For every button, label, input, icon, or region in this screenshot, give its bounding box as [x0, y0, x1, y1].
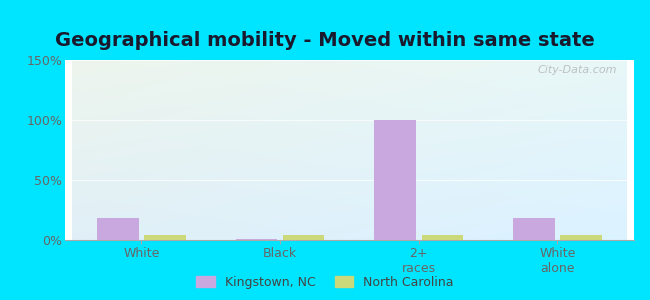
- Bar: [421, 235, 463, 240]
- Bar: [374, 120, 416, 240]
- Text: Geographical mobility - Moved within same state: Geographical mobility - Moved within sam…: [55, 32, 595, 50]
- Legend: Kingstown, NC, North Carolina: Kingstown, NC, North Carolina: [191, 271, 459, 294]
- Bar: [560, 235, 602, 240]
- Bar: [144, 235, 186, 240]
- Text: City-Data.com: City-Data.com: [537, 65, 617, 75]
- Bar: [513, 218, 554, 240]
- Bar: [283, 235, 324, 240]
- Bar: [235, 239, 278, 240]
- Bar: [97, 218, 138, 240]
